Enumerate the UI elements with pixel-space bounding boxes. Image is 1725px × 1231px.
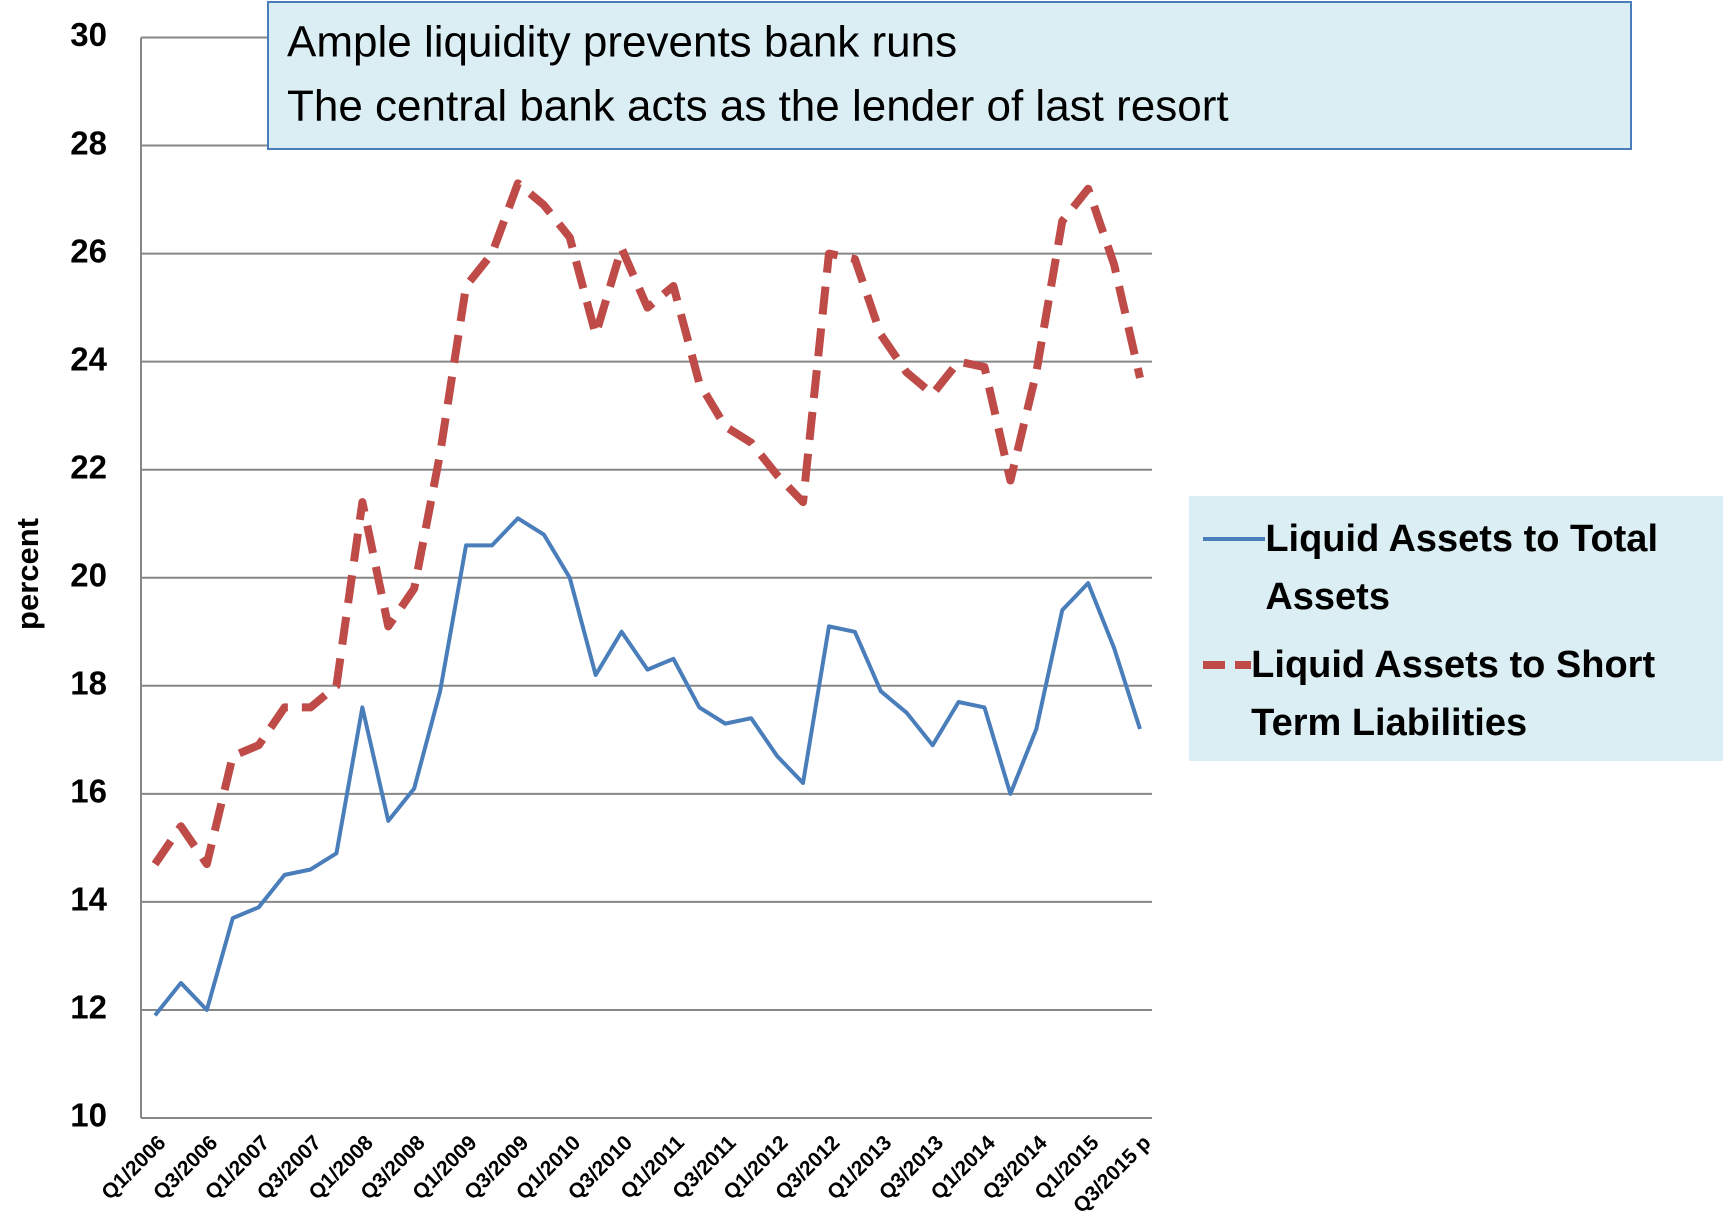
y-tick-label: 16 [70, 773, 107, 810]
y-tick-label: 24 [70, 340, 107, 377]
legend-entry: Liquid Assets to Total Assets [1199, 510, 1713, 626]
legend: Liquid Assets to Total Assets Liquid Asse… [1189, 496, 1723, 761]
legend-swatch [1203, 537, 1266, 541]
y-tick-label: 18 [70, 665, 107, 702]
y-tick-label: 28 [70, 124, 107, 161]
y-tick-label: 12 [70, 989, 107, 1026]
y-axis-label: percent [10, 518, 45, 630]
legend-entry: Liquid Assets to Short Term Liabilities [1199, 636, 1713, 752]
series-line [151, 179, 1144, 869]
legend-swatch [1203, 661, 1252, 669]
legend-label: Liquid Assets to Total Assets [1265, 518, 1659, 618]
legend-label: Liquid Assets to Short Term Liabilities [1251, 644, 1656, 744]
y-tick-label: 26 [70, 232, 107, 269]
y-tick-label: 10 [70, 1097, 107, 1134]
annotation-text: The central bank acts as the lender of l… [287, 82, 1229, 131]
y-tick-label: 20 [70, 556, 107, 593]
y-tick-label: 22 [70, 448, 107, 485]
y-tick-label: 14 [70, 881, 107, 918]
annotation-box [267, 1, 1632, 150]
y-tick-label: 30 [70, 16, 107, 53]
annotation-text: Ample liquidity prevents bank runs [287, 18, 957, 67]
series-line [153, 516, 1142, 1017]
